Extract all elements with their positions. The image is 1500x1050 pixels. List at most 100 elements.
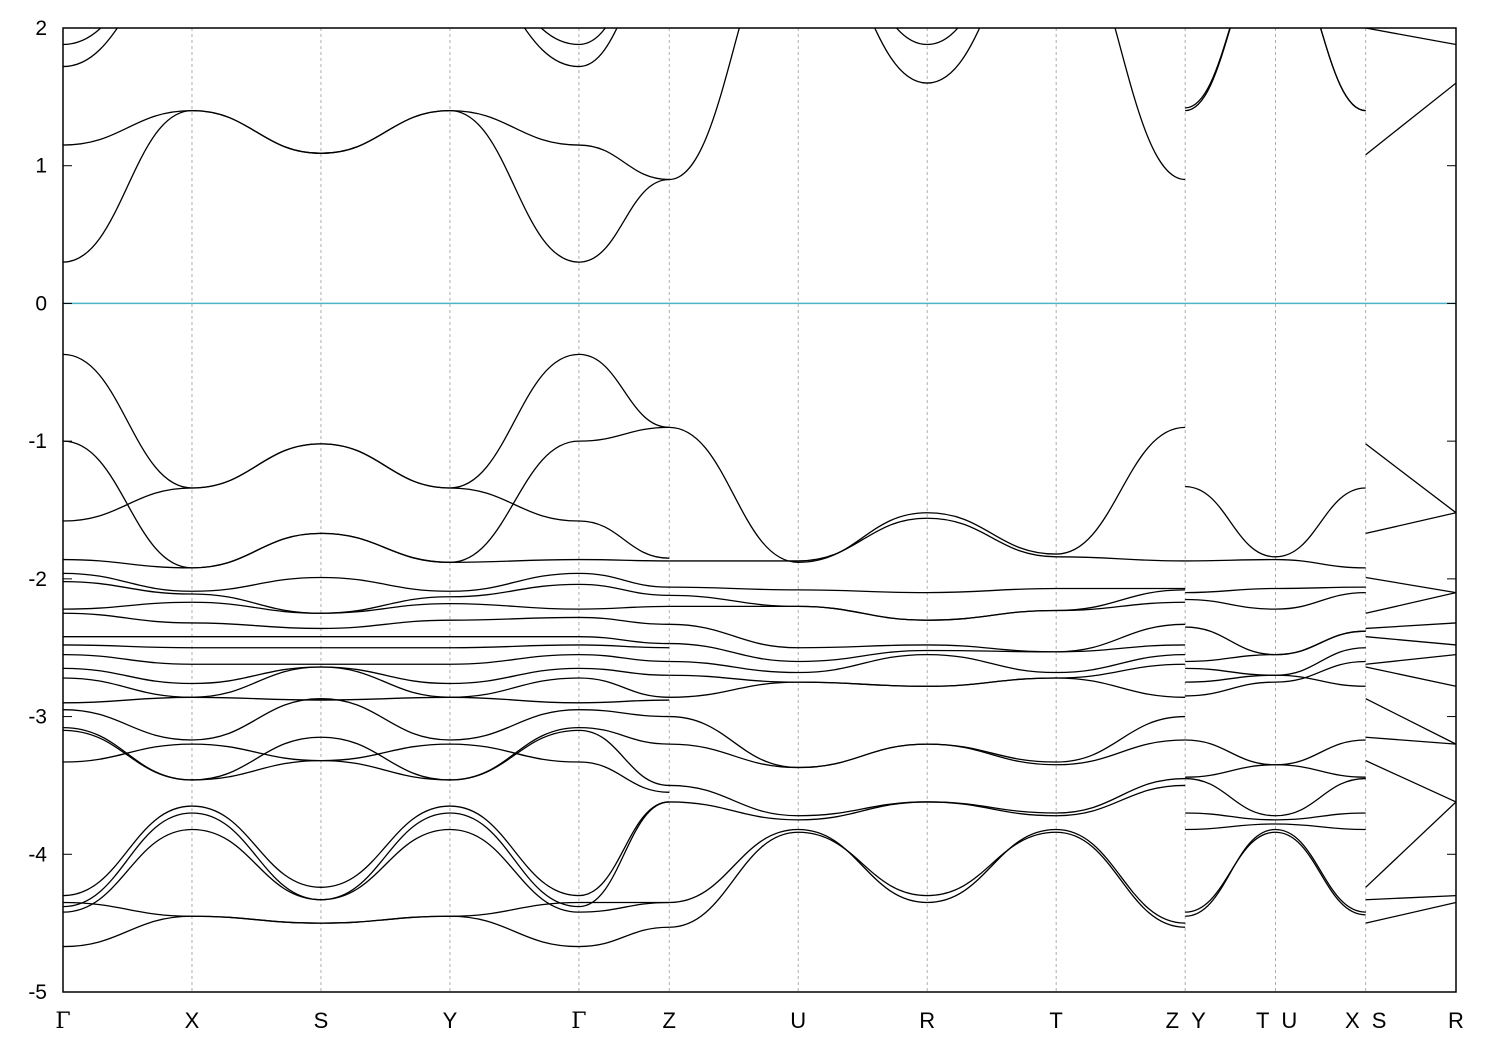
band-line bbox=[1185, 823, 1366, 831]
band-line bbox=[63, 915, 670, 948]
band-line bbox=[669, 586, 1186, 594]
band-line bbox=[669, 642, 1186, 663]
band-line bbox=[1365, 591, 1456, 614]
band-line bbox=[63, 443, 670, 559]
band-line bbox=[1185, 674, 1366, 687]
band-line bbox=[63, 572, 670, 592]
band-line bbox=[63, 109, 670, 263]
band-line bbox=[63, 426, 670, 569]
kpoint-label: R bbox=[1448, 1008, 1464, 1033]
band-line bbox=[63, 666, 670, 698]
band-line bbox=[1185, 586, 1366, 594]
band-line bbox=[63, 644, 670, 649]
band-line bbox=[669, 784, 1186, 821]
band-line bbox=[63, 743, 670, 793]
band-line bbox=[63, 698, 670, 741]
kpoint-grid-lines bbox=[191, 28, 1367, 992]
band-line bbox=[669, 601, 1186, 621]
band-line bbox=[63, 801, 670, 908]
kpoint-label: Γ bbox=[571, 1009, 586, 1034]
band-line bbox=[1365, 28, 1456, 46]
kpoint-label: X bbox=[185, 1008, 200, 1033]
kpoint-label: Γ bbox=[55, 1009, 70, 1034]
band-line bbox=[63, 612, 670, 630]
band-line bbox=[1365, 653, 1456, 665]
kpoint-label: Z bbox=[662, 1008, 675, 1033]
band-line bbox=[1365, 636, 1456, 646]
kpoint-label: R bbox=[919, 1008, 935, 1033]
band-line bbox=[63, 580, 670, 614]
kpoint-label: Z bbox=[1166, 1008, 1179, 1033]
band-line bbox=[669, 28, 1186, 181]
band-line bbox=[1185, 28, 1366, 112]
kpoint-label: U bbox=[790, 1008, 806, 1033]
band-line bbox=[1365, 736, 1456, 745]
band-line bbox=[1365, 576, 1456, 594]
band-line bbox=[1185, 630, 1366, 663]
kpoint-label: Y bbox=[1191, 1008, 1206, 1033]
y-axis: -5 -4 -3 -2 -1 0 1 2 bbox=[28, 17, 1456, 1004]
band-line bbox=[1185, 831, 1366, 916]
band-line bbox=[669, 677, 1186, 698]
band-line bbox=[1365, 622, 1456, 630]
band-line bbox=[1365, 801, 1456, 888]
band-line bbox=[1365, 894, 1456, 901]
y-tick-label: -3 bbox=[28, 706, 47, 729]
band-line bbox=[669, 426, 1186, 563]
band-line bbox=[669, 653, 1186, 674]
band-line bbox=[63, 601, 670, 614]
plot-frame bbox=[62, 27, 1457, 993]
kpoint-label: S bbox=[1372, 1008, 1387, 1033]
y-tick-label: 0 bbox=[35, 292, 47, 315]
band-line bbox=[669, 739, 1186, 769]
band-line bbox=[895, 28, 959, 46]
band-line bbox=[63, 729, 670, 787]
y-tick-label: -5 bbox=[28, 981, 47, 1004]
band-line bbox=[1185, 660, 1366, 697]
band-line bbox=[1365, 760, 1456, 803]
kpoint-label: T bbox=[1256, 1008, 1269, 1033]
y-tick-label: 2 bbox=[35, 17, 47, 40]
band-line bbox=[63, 653, 670, 665]
band-line bbox=[1185, 764, 1366, 778]
kpoint-label: Y bbox=[443, 1008, 458, 1033]
kpoint-label: S bbox=[314, 1008, 329, 1033]
band-line bbox=[63, 28, 618, 68]
band-line bbox=[1185, 591, 1366, 610]
band-line bbox=[669, 517, 1186, 562]
band-line bbox=[669, 828, 1186, 924]
band-line bbox=[63, 901, 670, 924]
band-line bbox=[63, 801, 670, 897]
band-line bbox=[63, 532, 670, 569]
band-line bbox=[1365, 666, 1456, 687]
band-line bbox=[63, 109, 670, 181]
band-line bbox=[1365, 443, 1456, 514]
band-line bbox=[1185, 777, 1366, 817]
band-line bbox=[1185, 812, 1366, 821]
band-line bbox=[1365, 901, 1456, 924]
band-line bbox=[1185, 828, 1366, 917]
band-line bbox=[1365, 512, 1456, 535]
band-line bbox=[1185, 485, 1366, 558]
band-line bbox=[63, 666, 670, 685]
kpoint-label: U bbox=[1281, 1008, 1297, 1033]
band-line bbox=[63, 636, 670, 645]
y-tick-label: -4 bbox=[28, 843, 47, 866]
band-line bbox=[669, 831, 1186, 928]
band-line bbox=[63, 828, 670, 913]
bands bbox=[63, 28, 1456, 948]
band-line bbox=[1365, 698, 1456, 745]
kpoint-label: T bbox=[1049, 1008, 1062, 1033]
band-line bbox=[669, 623, 1186, 653]
band-line bbox=[63, 28, 606, 46]
kpoint-label: X bbox=[1345, 1008, 1360, 1033]
band-line bbox=[1365, 82, 1456, 156]
band-line bbox=[63, 696, 670, 704]
y-tick-label: -2 bbox=[28, 568, 47, 591]
band-line bbox=[63, 353, 670, 489]
y-tick-label: -1 bbox=[28, 430, 47, 453]
y-tick-label: 1 bbox=[35, 155, 47, 178]
band-line bbox=[1185, 558, 1366, 569]
